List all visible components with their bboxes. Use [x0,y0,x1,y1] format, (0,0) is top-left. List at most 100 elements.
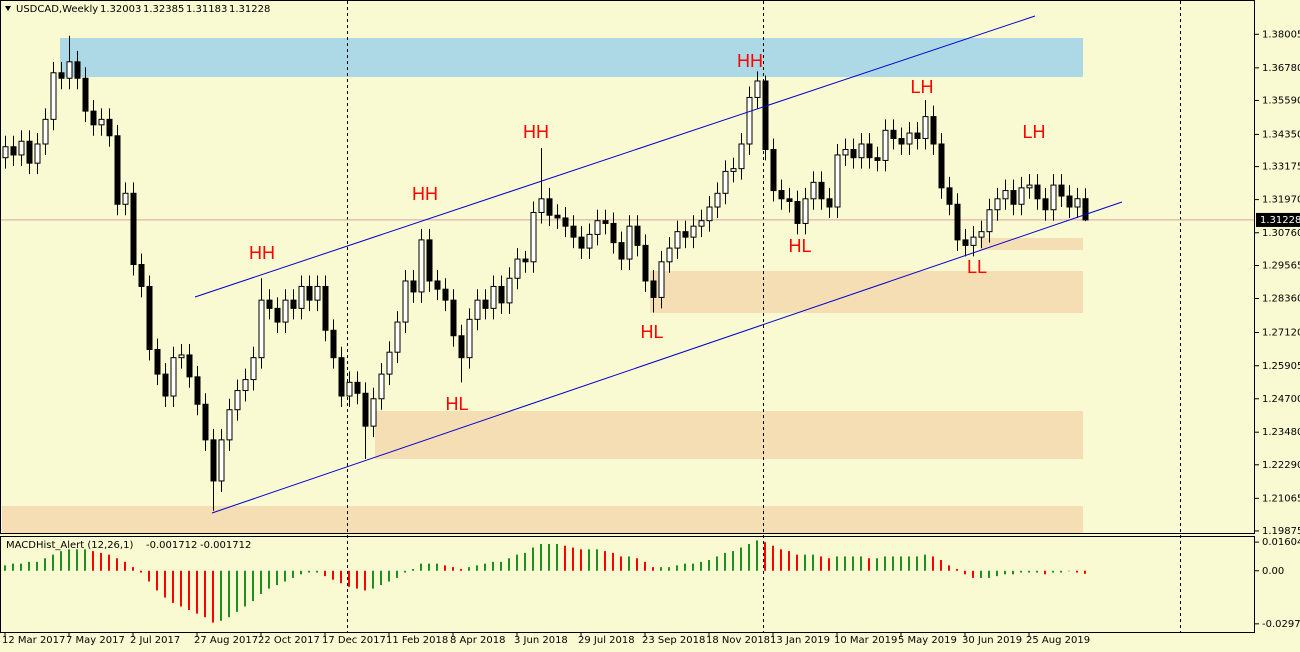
x-tick-label: 5 May 2019 [898,635,957,646]
candle-body [266,299,273,309]
candle-body [298,285,305,309]
histogram-bar [948,565,950,571]
annotation: LL [967,257,987,277]
candle-body [50,72,57,120]
histogram-bar [372,570,374,589]
histogram-bar [364,570,366,591]
histogram-bar [100,552,102,571]
histogram-bar [484,563,486,571]
candle-body [426,239,433,282]
main-pane-border [0,0,1255,534]
histogram-bar [460,568,462,571]
y-tick-label: 1.22290 [1262,460,1300,471]
y-tick-label: 1.31970 [1262,195,1300,206]
y-tick-label: -0.029733 [1262,619,1300,630]
histogram-bar [140,570,142,573]
candle-body [410,280,417,293]
candle-body [138,264,145,287]
candle-body [930,116,937,145]
candle-body [218,439,225,482]
candle-body [738,143,745,170]
histogram-bar [924,554,926,571]
channel-line [194,15,1036,298]
histogram-bar [708,560,710,571]
histogram-bar [660,567,662,571]
candle-body [346,381,353,397]
histogram-bar [644,561,646,571]
candle-body [706,206,713,222]
candle-body [2,146,9,159]
candle-body [850,148,857,159]
x-tick-label: 2 Jul 2017 [130,635,180,646]
histogram-bar [204,570,206,618]
candle-body [690,225,697,238]
candle-body [82,77,89,112]
histogram-bar [388,570,390,582]
histogram-bar [420,563,422,571]
histogram-bar [1020,570,1022,573]
candle-body [122,192,129,205]
candle-body [330,329,337,359]
candle-body [1082,198,1089,221]
histogram-bar [1036,570,1038,573]
histogram-bar [596,549,598,571]
histogram-bar [76,549,78,571]
candle-body [530,211,537,263]
candle-body [754,80,761,98]
candle-body [666,247,673,263]
histogram-bar [68,549,70,571]
candle-body [578,236,585,249]
histogram-bar [564,545,566,571]
histogram-bar [508,558,510,571]
y-tick-label: 1.25905 [1262,361,1300,372]
histogram-bar [636,558,638,571]
histogram-bar [740,547,742,571]
x-tick-label: 23 Sep 2018 [642,635,705,646]
candle-body [434,280,441,290]
candle-body [674,231,681,249]
candle-body [42,118,49,145]
candle-body [730,168,737,172]
candle-body [898,138,905,145]
candle-body [650,280,657,298]
candle-body [546,198,553,216]
last-close: 1.31228 [229,4,270,15]
x-tick-label: 17 Dec 2017 [322,635,386,646]
candle-body [794,201,801,224]
histogram-bar [172,570,174,603]
zone [2,506,1083,533]
histogram-bar [436,563,438,571]
candle-body [474,299,481,320]
histogram-bar [1052,570,1054,573]
candle-body [970,236,977,246]
candle-body [186,354,193,378]
annotation: HL [640,322,663,342]
candle-body [10,146,17,156]
histogram-bar [716,556,718,571]
histogram-bar [980,570,982,578]
histogram-bar [892,556,894,571]
candle-body [322,285,329,331]
histogram-bar [772,545,774,571]
candle-body [1010,190,1017,205]
histogram-bar [492,561,494,571]
histogram-bar [628,556,630,571]
candle-body [378,373,385,400]
x-tick-label: 22 Oct 2017 [258,635,320,646]
histogram-bar [1060,570,1062,573]
histogram-bar [764,542,766,571]
candle-body [290,299,297,309]
histogram-bar [1076,570,1078,573]
histogram-bar [132,567,134,571]
candle-body [882,129,889,161]
candle-body [514,258,521,279]
histogram-bar [300,570,302,575]
candle-body [978,231,985,238]
candle-body [554,214,561,219]
candle-body [1058,184,1065,197]
candle-body [154,348,161,375]
candle-body [1074,198,1081,208]
zone [375,411,1083,459]
